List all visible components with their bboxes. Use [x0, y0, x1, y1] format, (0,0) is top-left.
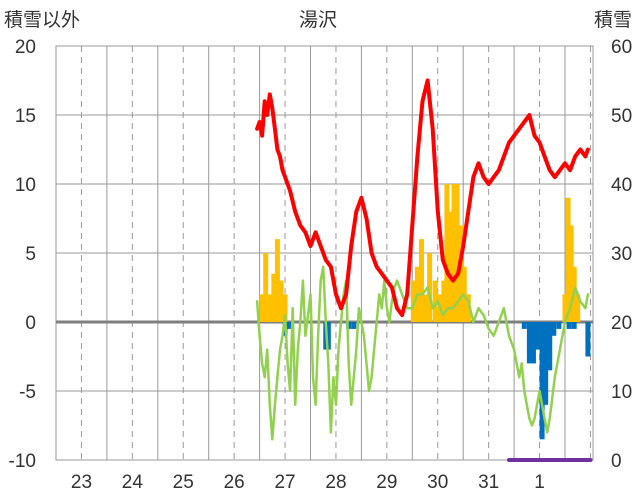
left-axis-title: 積雪以外 [4, 9, 80, 31]
change-bar [551, 322, 557, 336]
change-bar [585, 322, 591, 357]
left-tick-label: 5 [25, 244, 36, 265]
snowfall-bar [441, 280, 447, 322]
change-bar [547, 322, 553, 371]
snowfall-bar [444, 184, 450, 322]
lines-layer [255, 78, 593, 462]
change-bar [286, 322, 292, 329]
x-tick-label: 24 [122, 472, 144, 493]
right-tick-label: 60 [611, 37, 632, 58]
snowfall-bar [423, 294, 429, 322]
chart-title: 湯沢 [299, 9, 337, 31]
change-bar [539, 322, 545, 440]
snowfall-bar [282, 294, 288, 322]
snowfall-bar [565, 197, 571, 322]
change-bar [526, 322, 532, 364]
snowfall-bar [263, 253, 269, 322]
change-bar [556, 322, 562, 329]
x-tick-label: 28 [325, 472, 346, 493]
snowfall-bar [427, 253, 433, 322]
right-axis-title: 積雪 [594, 9, 632, 31]
snowfall-bar [454, 184, 460, 322]
right-tick-label: 10 [611, 382, 632, 403]
left-tick-label: 15 [15, 106, 36, 127]
x-tick-label: 29 [376, 472, 397, 493]
snowfall-bar [562, 294, 568, 322]
snowfall-bar [267, 294, 273, 322]
snowfall-bar [458, 225, 464, 322]
change-bar [543, 322, 549, 405]
right-tick-label: 40 [611, 175, 632, 196]
snowfall-bar [274, 239, 280, 322]
left-tick-label: -10 [9, 451, 36, 472]
right-tick-label: 20 [611, 313, 632, 334]
snowfall-bar [447, 211, 453, 322]
plot-frame [55, 45, 594, 461]
left-tick-label: 10 [15, 175, 36, 196]
change-bar [535, 322, 541, 350]
change-bar [571, 322, 577, 329]
snow-depth-line [255, 78, 590, 318]
temperature-line [255, 265, 590, 441]
snowfall-bar [259, 294, 265, 322]
snowfall-bar [432, 280, 438, 322]
change-bar [521, 322, 527, 329]
snowfall-bar [465, 294, 471, 322]
x-tick-label: 23 [71, 472, 92, 493]
x-tick-label: 27 [274, 472, 295, 493]
change-bar [566, 322, 572, 329]
x-tick-label: 30 [427, 472, 448, 493]
change-bar [325, 322, 331, 350]
change-bar [351, 322, 357, 329]
snowfall-bar [575, 294, 581, 322]
left-tick-label: 0 [25, 313, 36, 334]
snowfall-bar [418, 239, 424, 322]
x-tick-label: 26 [224, 472, 245, 493]
change-bar [530, 322, 536, 364]
right-tick-label: 30 [611, 244, 632, 265]
left-tick-label: -5 [19, 382, 36, 403]
x-tick-label: 31 [478, 472, 499, 493]
snowfall-bar [271, 273, 277, 322]
snowfall-bar [568, 225, 574, 322]
right-tick-label: 0 [611, 451, 622, 472]
right-tick-label: 50 [611, 106, 632, 127]
left-tick-label: 20 [15, 37, 36, 58]
x-tick-label: 25 [173, 472, 194, 493]
snowfall-bar [410, 280, 416, 322]
snowfall-bar [278, 280, 284, 322]
snowfall-bar [451, 184, 457, 322]
x-tick-label: 1 [534, 472, 545, 493]
